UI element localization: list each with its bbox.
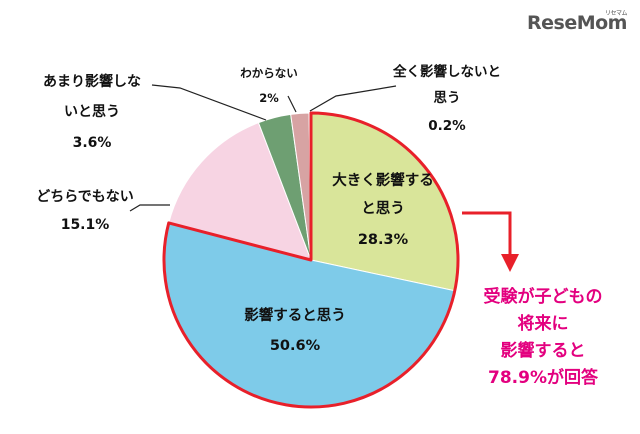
callout-line-2: 将来に xyxy=(517,314,569,334)
label-s5-line-3: 0.2% xyxy=(428,118,466,134)
label-s2-line-1: どちらでもない xyxy=(36,189,134,205)
highlight-outline xyxy=(162,111,460,409)
label-s1-line-1: 影響すると思う xyxy=(244,306,346,324)
label-s3-line-2: いと思う xyxy=(64,104,120,120)
callout-text: 受験が子どもの 将来に 影響すると 78.9%が回答 xyxy=(458,284,628,392)
leader-s2 xyxy=(129,204,170,212)
label-s3-line-3: 3.6% xyxy=(73,135,112,151)
arrow-line xyxy=(462,211,512,258)
highlight-outline-path xyxy=(162,111,460,409)
callout-line-3: 影響すると xyxy=(500,341,586,361)
label-s2-line-2: 15.1% xyxy=(61,217,110,233)
label-s5-line-1: 全く影響しないと xyxy=(392,63,501,80)
leader-s5 xyxy=(309,85,397,112)
pie-slices xyxy=(163,112,459,408)
label-s1-line-2: 50.6% xyxy=(270,338,321,354)
label-s5-line-2: 思う xyxy=(434,90,461,106)
leader-s3 xyxy=(151,84,267,121)
logo-text: ReseMom xyxy=(527,12,627,34)
label-s0-line-2: と思う xyxy=(361,200,405,217)
resemom-logo: ReseMom リセマム xyxy=(527,10,627,34)
label-s4-line-2: 2% xyxy=(259,91,279,105)
logo-superscript: リセマム xyxy=(604,10,628,17)
leader-s4 xyxy=(287,95,297,113)
callout-line-4: 78.9%が回答 xyxy=(488,368,598,388)
callout-arrow xyxy=(462,211,519,272)
leader-lines xyxy=(129,84,397,212)
pie-slice-2 xyxy=(168,122,312,261)
label-s4-line-1: わからない xyxy=(240,66,298,80)
label-s0-line-3: 28.3% xyxy=(358,232,409,248)
label-s0-line-1: 大きく影響する xyxy=(332,171,434,189)
arrow-head xyxy=(501,254,519,272)
callout-line-1: 受験が子どもの xyxy=(483,287,603,307)
label-s3-line-1: あまり影響しな xyxy=(43,73,141,90)
